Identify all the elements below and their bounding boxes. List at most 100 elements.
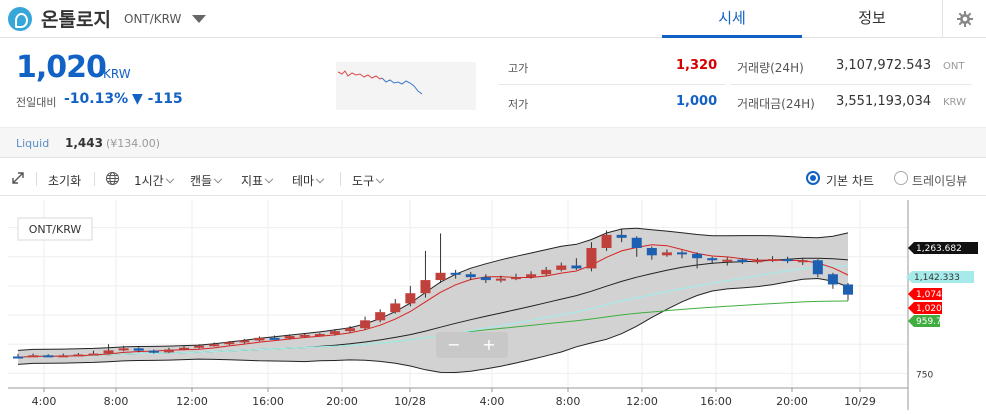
- candle-body: [329, 331, 340, 335]
- candlestick-chart-svg[interactable]: ONT/KRW − +4:00 8:00 12:00 16:00 20:00 10/28 4:0…: [0, 200, 986, 410]
- price-tag: [908, 315, 940, 327]
- candle-body: [360, 320, 371, 329]
- basic-chart-radio[interactable]: [806, 171, 820, 185]
- high-label: 고가: [508, 62, 529, 75]
- candle-body: [707, 258, 718, 261]
- zoom-controls-box: [436, 332, 508, 358]
- low-value: 1,000: [676, 94, 718, 109]
- candle-body: [767, 259, 778, 262]
- candle-body: [465, 274, 476, 278]
- x-axis-tick-label: 12:00: [176, 395, 208, 408]
- candle-body: [556, 265, 567, 270]
- interval-dropdown[interactable]: 1시간: [134, 172, 173, 189]
- gear-icon-svg: [956, 11, 973, 27]
- coin-name[interactable]: 온톨로지: [41, 9, 111, 31]
- amount-label: 거래대금(24H): [737, 97, 815, 111]
- price-unit: KRW: [103, 67, 131, 81]
- x-axis-tick-label: 20:00: [326, 395, 358, 408]
- candle-body: [163, 349, 174, 353]
- candle-body: [13, 356, 23, 359]
- theme-dropdown[interactable]: 테마: [292, 172, 323, 189]
- tab-info[interactable]: 정보: [858, 9, 886, 27]
- candle-body: [677, 252, 687, 255]
- high-value: 1,320: [676, 58, 718, 73]
- candle-body: [58, 355, 69, 358]
- price-chart[interactable]: ONT/KRW − +4:00 8:00 12:00 16:00 20:00 10/28 4:0…: [0, 200, 986, 410]
- gear-icon[interactable]: [942, 0, 986, 38]
- ma-mid-line: [17, 265, 849, 358]
- bollinger-upper-line: [17, 227, 849, 351]
- x-axis-tick-label: 4:00: [480, 395, 505, 408]
- x-axis-tick-label: 8:00: [104, 395, 129, 408]
- candle-body: [631, 237, 642, 248]
- reset-button[interactable]: 초기화: [48, 174, 82, 188]
- basic-chart-label[interactable]: 기본 차트: [826, 174, 874, 188]
- candle-body: [133, 348, 144, 351]
- x-axis-tick-label: 8:00: [556, 395, 581, 408]
- candle-dropdown[interactable]: 캔들: [190, 172, 221, 189]
- zoom-out-button: −: [447, 335, 460, 354]
- chevron-down-icon[interactable]: [192, 15, 206, 23]
- candle-body: [28, 355, 39, 358]
- x-axis-tick-label: 16:00: [252, 395, 284, 408]
- candle-body: [209, 344, 220, 347]
- globe-icon[interactable]: [105, 171, 120, 189]
- candle-body: [435, 272, 446, 281]
- sparkline-svg: [337, 70, 423, 95]
- candle-body: [495, 278, 506, 281]
- chart-toolbar: 초기화 1시간 캔들 지표 테마 도구 기본 차트 트레이딩뷰: [0, 162, 986, 196]
- symbol-label: ONT/KRW: [29, 223, 82, 236]
- candle-body: [586, 248, 597, 269]
- candle-body: [722, 259, 733, 262]
- candle-body: [480, 277, 491, 281]
- candle-body: [812, 260, 823, 275]
- price-tag: [908, 242, 978, 254]
- candle-body: [571, 265, 582, 269]
- candle-body: [797, 260, 808, 263]
- stats-divider-2: [730, 84, 972, 85]
- candle-body: [299, 334, 310, 337]
- candle-body: [43, 355, 54, 358]
- indicator-dropdown[interactable]: 지표: [241, 172, 272, 189]
- price-tag-label: 959.7: [916, 317, 942, 327]
- candle-body: [194, 345, 205, 348]
- candle-body: [148, 350, 159, 353]
- price-tag-label: .818: [952, 307, 972, 317]
- candle-body: [541, 269, 552, 275]
- tools-dropdown[interactable]: 도구: [352, 172, 383, 189]
- liquid-label: Liquid: [16, 137, 50, 150]
- price-tag-label: 1,020: [916, 304, 942, 314]
- sparkline-chart: [336, 62, 476, 110]
- candle-body: [103, 350, 114, 354]
- candle-body: [88, 353, 99, 356]
- ontology-logo-icon: [8, 7, 32, 31]
- tradingview-radio[interactable]: [894, 171, 908, 185]
- candle-body: [782, 259, 793, 262]
- candle-body: [224, 342, 235, 345]
- candle-body: [390, 303, 401, 313]
- candle-body: [375, 312, 386, 321]
- price-tag: [908, 302, 942, 314]
- bollinger-lower-line: [17, 277, 849, 374]
- expand-icon[interactable]: [11, 171, 25, 188]
- price-tag-label: 1,074: [916, 290, 942, 300]
- symbol-label-box: [17, 217, 93, 241]
- candle-body: [752, 260, 763, 263]
- liquid-krw: (¥134.00): [106, 137, 161, 150]
- candle-body: [692, 253, 703, 259]
- tradingview-label[interactable]: 트레이딩뷰: [912, 174, 968, 188]
- coin-pair: ONT/KRW: [124, 12, 182, 26]
- change-amount: ▼ -115: [132, 91, 183, 107]
- toolbar-separator: [94, 172, 95, 186]
- price-tag-label: 1,263.682: [916, 244, 962, 254]
- expand-icon-svg: [12, 172, 24, 184]
- candle-body: [450, 272, 461, 275]
- toolbar-separator: [340, 172, 341, 186]
- candle-body: [526, 274, 537, 278]
- candle-body: [827, 274, 838, 285]
- candle-body: [420, 280, 431, 294]
- candle-body: [254, 337, 265, 341]
- price-tag-label: 1,142.333: [914, 273, 960, 283]
- bollinger-band: [18, 228, 848, 373]
- tab-quote[interactable]: 시세: [662, 0, 802, 38]
